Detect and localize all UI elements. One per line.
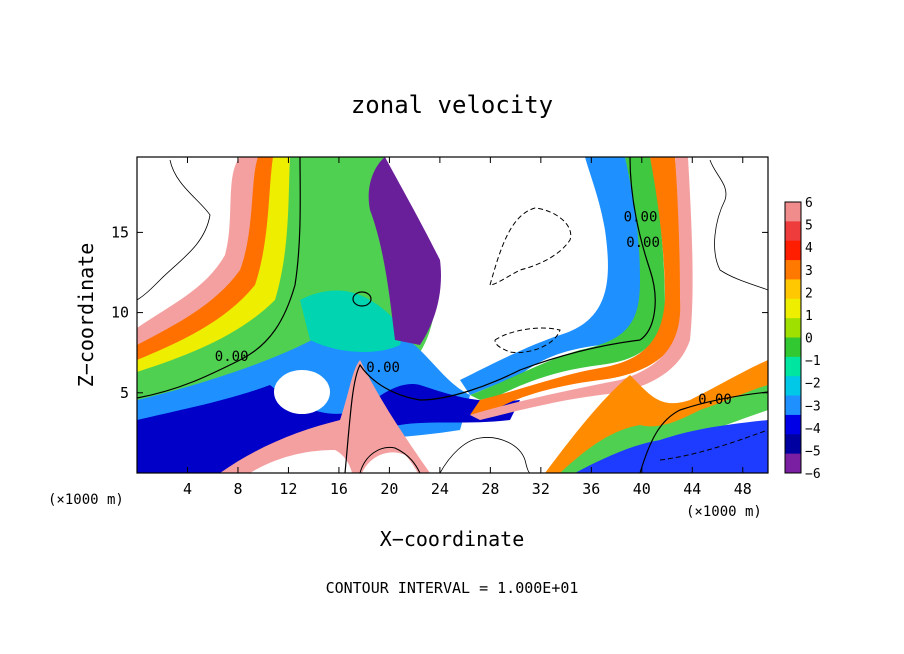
x-unit-right: (×1000 m): [686, 504, 762, 520]
contour-label: 0.00: [624, 209, 658, 225]
colorbar-label: 1: [805, 309, 813, 324]
colorbar-swatch: [785, 279, 801, 300]
x-tick-label: 44: [683, 480, 701, 498]
colorbar-label: 0: [805, 332, 813, 347]
contour-dashed-mid: [494, 327, 561, 354]
field-lower-right-green: [560, 385, 768, 473]
colorbar-swatch: [785, 318, 801, 338]
contour-thin-topright: [709, 159, 768, 291]
field-right-orange: [470, 157, 683, 415]
x-tick-label: 20: [380, 480, 398, 498]
x-tick-label: 12: [279, 480, 297, 498]
colorbar-label: 6: [805, 196, 813, 211]
y-tick-label: 5: [120, 384, 129, 402]
colorbar-swatch: [785, 260, 801, 280]
contour-thin-topleft: [137, 159, 211, 301]
contour-line-right: [344, 157, 656, 473]
contour-label: 0.00: [626, 235, 660, 251]
colorbar-frame: [784, 201, 802, 474]
colorbar-swatch: [785, 240, 801, 261]
contour-dashed-lower-right: [659, 429, 768, 461]
field-right-blue: [460, 157, 650, 395]
field-right-green: [470, 157, 665, 400]
contour-label: 0.00: [698, 392, 732, 408]
chart-title: zonal velocity: [351, 91, 553, 119]
colorbar-swatch: [785, 356, 801, 377]
colorbar-label: 5: [805, 219, 813, 234]
colorbar-label: −3: [805, 399, 821, 414]
x-tick-label: 32: [532, 480, 550, 498]
y-axis-label: Z−coordinate: [74, 243, 98, 388]
colorbar-label: −6: [805, 467, 821, 482]
colorbar-label: 3: [805, 264, 813, 279]
colorbar-swatch: [785, 434, 801, 455]
colorbar-label: 4: [805, 241, 813, 256]
x-axis: 4 8 12 16 20 24 28 32 36 40 44 48: [183, 157, 752, 498]
velocity-field: 0.00 0.00 0.00 0.00 0.00: [137, 157, 768, 473]
field-white-pocket: [274, 370, 330, 414]
colorbar-label: −2: [805, 377, 821, 392]
colorbar-label: 2: [805, 286, 813, 301]
colorbar-swatch: [785, 221, 801, 242]
x-tick-label: 40: [633, 480, 651, 498]
colorbar-label: −1: [805, 354, 821, 369]
colorbar-swatch: [785, 337, 801, 358]
x-tick-label: 8: [233, 480, 242, 498]
contour-line-left: [137, 157, 301, 399]
y-tick-label: 15: [111, 223, 129, 241]
x-unit-left: (×1000 m): [48, 492, 124, 508]
field-upper-purple: [368, 157, 441, 345]
colorbar: 6 5 4 3 2 1 0 −1 −2 −3 −4 −5 −6: [784, 196, 821, 482]
contour-labels: 0.00 0.00 0.00 0.00 0.00: [215, 209, 732, 408]
contour-line-lower-right: [639, 391, 768, 473]
colorbar-label: −5: [805, 444, 821, 459]
colorbar-label: −4: [805, 422, 821, 437]
field-lower-arch-inner: [250, 450, 352, 473]
y-axis: 5 10 15: [111, 223, 768, 402]
contour-line-lower-arch: [359, 446, 421, 473]
x-tick-label: 48: [734, 480, 752, 498]
field-center-cyan: [300, 290, 402, 352]
colorbar-swatch: [785, 453, 801, 474]
contour-thin-bottom: [439, 437, 531, 473]
colorbar-swatch: [785, 298, 801, 319]
contour-small-circle: [352, 291, 372, 307]
contour-label: 0.00: [366, 360, 400, 376]
field-lower-arch-inner-right: [362, 452, 418, 473]
x-axis-label: X−coordinate: [380, 527, 525, 551]
x-tick-label: 28: [481, 480, 499, 498]
x-tick-label: 24: [431, 480, 449, 498]
y-tick-label: 10: [111, 304, 129, 322]
colorbar-swatch: [785, 376, 801, 397]
x-tick-label: 4: [183, 480, 192, 498]
x-tick-label: 16: [330, 480, 348, 498]
contour-dashed-upper: [489, 207, 572, 286]
plot-frame: [136, 156, 769, 474]
field-lower-arch: [220, 360, 430, 473]
contour-label: 0.00: [215, 349, 249, 365]
colorbar-swatch: [785, 414, 801, 435]
contour-interval-note: CONTOUR INTERVAL = 1.000E+01: [326, 579, 579, 597]
x-tick-label: 36: [582, 480, 600, 498]
colorbar-swatch: [785, 395, 801, 416]
colorbar-swatch: [785, 202, 801, 222]
field-lower-right-blue: [575, 420, 768, 473]
